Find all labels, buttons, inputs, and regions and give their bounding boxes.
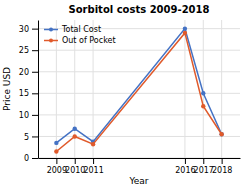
legend-label: Total Cost: [61, 25, 101, 34]
marks: [54, 26, 224, 153]
tick: 30: [19, 25, 38, 34]
axis-line: [38, 21, 39, 159]
tick: 2009: [47, 158, 67, 175]
point: [201, 91, 205, 95]
point: [54, 141, 58, 145]
tick-mark: [32, 158, 38, 159]
legend-swatch: [49, 28, 53, 32]
tick-label: 15: [19, 89, 29, 98]
tick-label: 2009: [47, 166, 67, 175]
legend-swatch: [49, 39, 53, 43]
tick-label: 2018: [212, 166, 232, 175]
legend-entry: Out of Pocket: [44, 36, 116, 45]
tick: 15: [19, 89, 38, 98]
series-line: [56, 29, 221, 143]
grid-line: [38, 158, 240, 159]
tick-mark: [185, 158, 186, 164]
title: Sorbitol costs 2009-2018: [69, 4, 210, 15]
grid-line: [38, 93, 240, 94]
point: [91, 142, 95, 146]
tick-mark: [32, 93, 38, 94]
point: [219, 132, 223, 136]
tick: 5: [24, 132, 38, 141]
axis-line: [39, 158, 241, 159]
y-axis-title: Price USD: [2, 67, 12, 111]
point: [183, 31, 187, 35]
tick-mark: [32, 115, 38, 116]
tick: 2016: [175, 158, 195, 175]
tick-mark: [75, 158, 76, 164]
tick: 2017: [194, 158, 214, 175]
grid-line: [221, 20, 222, 158]
tick-mark: [222, 158, 223, 164]
legend: Total Cost Out of Pocket: [44, 25, 116, 45]
grid-line: [38, 50, 240, 51]
plot: 200920102011 201620172018 0 5 10 15 20 25 30 Tota…: [19, 20, 241, 175]
tick-mark: [56, 158, 57, 164]
tick-mark: [203, 158, 204, 164]
grid-line: [203, 20, 204, 158]
tick-label: 2010: [65, 166, 85, 175]
tick: 25: [19, 46, 38, 55]
tick-mark: [32, 29, 38, 30]
grid: [38, 20, 240, 158]
tick: 10: [19, 111, 38, 120]
tick-mark: [32, 72, 38, 73]
y-axis: 0 5 10 15 20 25 30: [19, 21, 39, 164]
tick-label: 20: [19, 68, 29, 77]
tick-label: 2016: [175, 166, 195, 175]
chart: 200920102011 201620172018 0 5 10 15 20 25 30 Tota…: [0, 0, 250, 188]
tick-label: 10: [19, 111, 29, 120]
tick: 2018: [212, 158, 232, 175]
tick: 2011: [83, 158, 103, 175]
tick-label: 2017: [194, 166, 214, 175]
series-line: [56, 33, 221, 152]
grid-line: [38, 136, 240, 137]
point: [183, 26, 187, 30]
tick-label: 25: [19, 46, 29, 55]
tick-mark: [32, 50, 38, 51]
point: [73, 126, 77, 130]
tick: 20: [19, 68, 38, 77]
tick: 0: [24, 154, 38, 163]
point: [54, 149, 58, 153]
x-axis-title: Year: [128, 176, 148, 186]
tick-mark: [32, 136, 38, 137]
tick-label: 0: [24, 154, 29, 163]
point: [73, 134, 77, 138]
tick-mark: [93, 158, 94, 164]
tick: 2010: [65, 158, 85, 175]
x-axis: 200920102011 201620172018: [39, 158, 241, 175]
tick-label: 30: [19, 25, 29, 34]
legend-label: Out of Pocket: [62, 36, 116, 45]
point: [219, 132, 223, 136]
tick-label: 5: [24, 132, 29, 141]
legend-entry: Total Cost: [44, 25, 101, 34]
point: [201, 104, 205, 108]
grid-line: [184, 20, 185, 158]
grid-line: [38, 71, 240, 72]
tick-label: 2011: [83, 166, 103, 175]
